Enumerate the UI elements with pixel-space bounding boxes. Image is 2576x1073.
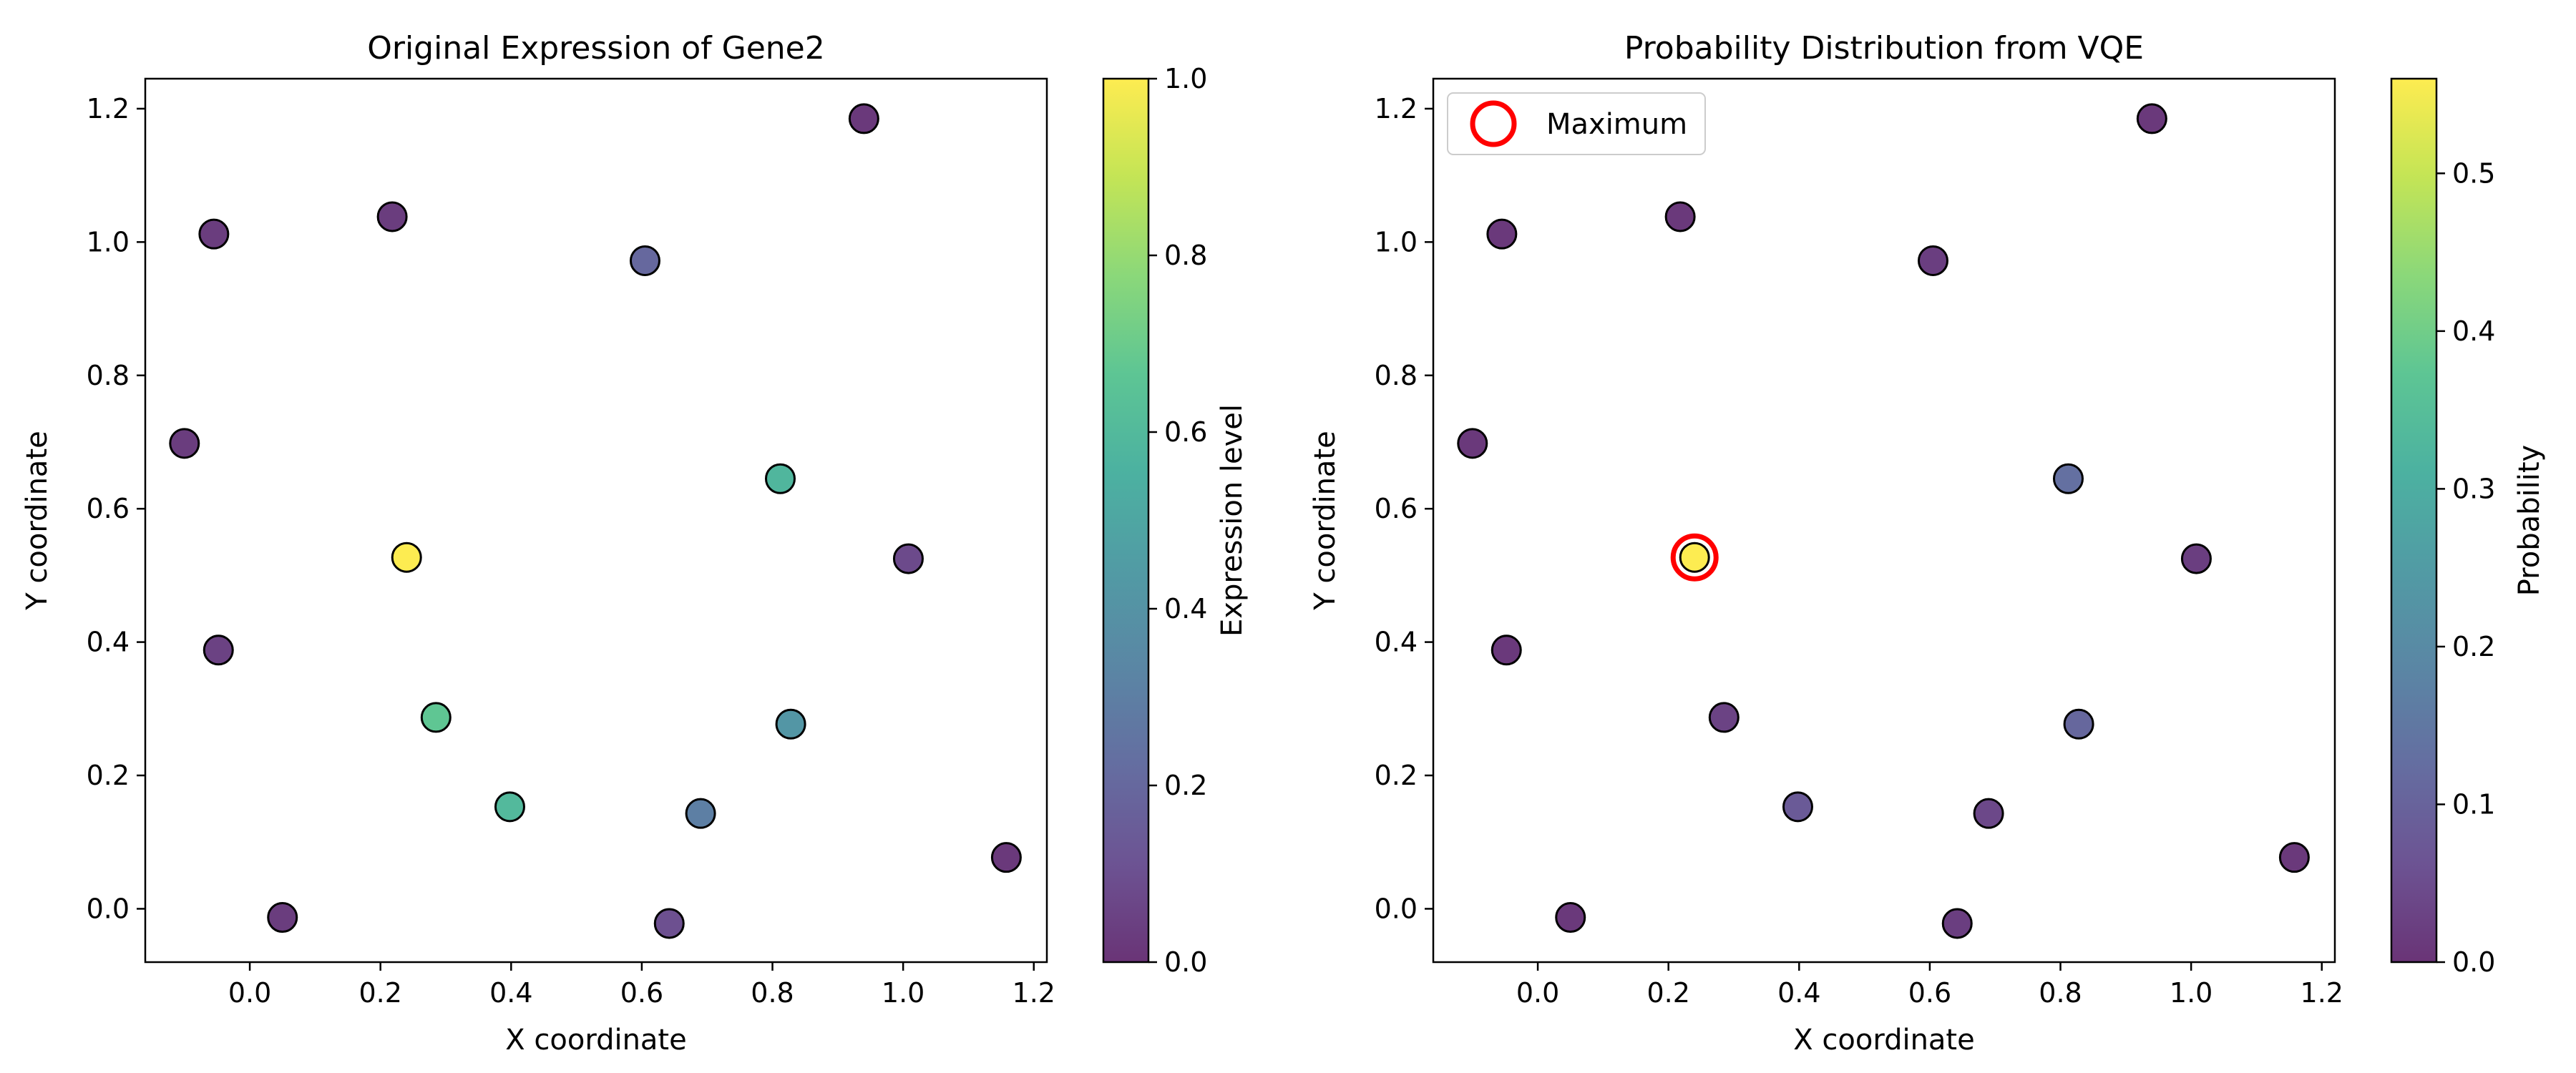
data-point — [1679, 542, 1710, 573]
legend-box — [1447, 92, 1706, 155]
x-tick-label: 1.0 — [2170, 977, 2212, 1009]
colorbar-frame — [1102, 77, 1150, 964]
right-chart-panel: Probability Distribution from VQE 0.0 0.2 0… — [1309, 30, 2546, 1057]
data-point — [629, 245, 660, 276]
data-point — [198, 218, 230, 250]
data-point — [892, 543, 924, 574]
data-point — [2136, 103, 2167, 134]
colorbar-label: Expression level — [1216, 404, 1249, 637]
colorbar-tick-label: 0.3 — [2452, 473, 2495, 504]
x-tick-label: 0.8 — [751, 977, 794, 1009]
y-axis-label: Y coordinate — [1309, 431, 1342, 611]
x-tick-label: 1.0 — [882, 977, 924, 1009]
colorbar-tick-label: 0.6 — [1164, 416, 1207, 448]
data-point — [775, 708, 806, 740]
y-axis-label: Y coordinate — [21, 431, 54, 611]
x-axis-label: X coordinate — [1793, 1024, 1974, 1057]
x-tick-label: 1.2 — [1013, 977, 1055, 1009]
data-point — [376, 201, 408, 232]
data-point — [1782, 791, 1813, 823]
data-point — [2063, 708, 2094, 740]
maximum-marker — [1670, 533, 1719, 582]
colorbar-label: Probability — [2513, 445, 2546, 596]
y-tick-label: 0.8 — [87, 360, 130, 391]
data-point — [1664, 201, 1696, 232]
colorbar — [2391, 79, 2436, 962]
data-point — [1917, 245, 1948, 276]
legend-label: Maximum — [1546, 108, 1687, 141]
y-tick-label: 1.0 — [1375, 226, 1418, 258]
data-point — [391, 542, 422, 573]
data-point — [2052, 463, 2084, 494]
chart-title: Original Expression of Gene2 — [367, 30, 825, 67]
colorbar-tick-label: 0.4 — [2452, 315, 2495, 347]
data-point — [169, 428, 200, 459]
colorbar-tick-label: 0.8 — [1164, 240, 1207, 271]
legend: Maximum — [1447, 92, 1706, 155]
data-point — [1555, 902, 1586, 934]
colorbar-tick-label: 0.0 — [1164, 946, 1207, 978]
plot-area — [1432, 77, 2336, 964]
x-tick-label: 0.2 — [358, 977, 401, 1009]
colorbar-tick-label: 0.4 — [1164, 593, 1207, 624]
y-tick-label: 0.8 — [1375, 360, 1418, 391]
x-tick-label: 0.2 — [1646, 977, 1689, 1009]
y-tick-label: 1.2 — [1375, 93, 1418, 124]
x-tick-label: 0.4 — [1777, 977, 1820, 1009]
data-point — [1491, 635, 1522, 666]
data-point — [685, 798, 716, 829]
y-tick-label: 0.4 — [1375, 627, 1418, 658]
x-tick-label: 0.0 — [1516, 977, 1559, 1009]
data-point — [764, 463, 796, 494]
data-point — [267, 902, 298, 934]
y-tick-label: 0.2 — [1375, 760, 1418, 791]
colorbar-tick-label: 0.1 — [2452, 788, 2495, 820]
y-tick-label: 0.2 — [87, 760, 130, 791]
data-point — [2278, 842, 2310, 873]
data-point — [1457, 428, 1488, 459]
data-point — [1708, 702, 1740, 733]
y-tick-label: 1.0 — [87, 226, 130, 258]
y-tick-label: 0.0 — [1375, 893, 1418, 924]
data-point — [1973, 798, 2004, 829]
colorbar-tick-label: 0.2 — [2452, 631, 2495, 662]
x-tick-label: 0.4 — [489, 977, 532, 1009]
y-tick-label: 1.2 — [87, 93, 130, 124]
colorbar — [1103, 79, 1148, 962]
colorbar-tick-label: 0.2 — [1164, 770, 1207, 801]
x-tick-label: 0.6 — [1908, 977, 1951, 1009]
y-tick-label: 0.6 — [87, 493, 130, 524]
colorbar-tick-label: 0.5 — [2452, 157, 2495, 189]
x-tick-label: 0.8 — [2039, 977, 2082, 1009]
chart-title: Probability Distribution from VQE — [1624, 30, 2144, 67]
colorbar-tick-label: 0.0 — [2452, 946, 2495, 978]
data-point — [494, 791, 525, 823]
data-point — [1941, 908, 1973, 939]
x-tick-label: 1.2 — [2301, 977, 2343, 1009]
data-point — [2180, 543, 2212, 574]
x-tick-label: 0.6 — [620, 977, 663, 1009]
left-chart-panel: Original Expression of Gene2 0.0 0.2 0.4 0.6… — [21, 30, 1249, 1057]
data-point — [1486, 218, 1518, 250]
colorbar-tick-label: 1.0 — [1164, 63, 1207, 94]
data-point — [203, 635, 234, 666]
y-tick-label: 0.4 — [87, 627, 130, 658]
data-point — [848, 103, 879, 134]
y-tick-label: 0.0 — [87, 893, 130, 924]
data-point — [990, 842, 1022, 873]
x-tick-label: 0.0 — [228, 977, 271, 1009]
data-point — [420, 702, 452, 733]
x-axis-label: X coordinate — [505, 1024, 686, 1057]
data-point — [653, 908, 685, 939]
colorbar-frame — [2390, 77, 2438, 964]
plot-area — [144, 77, 1048, 964]
y-tick-label: 0.6 — [1375, 493, 1418, 524]
legend-maximum-marker — [1470, 100, 1517, 147]
